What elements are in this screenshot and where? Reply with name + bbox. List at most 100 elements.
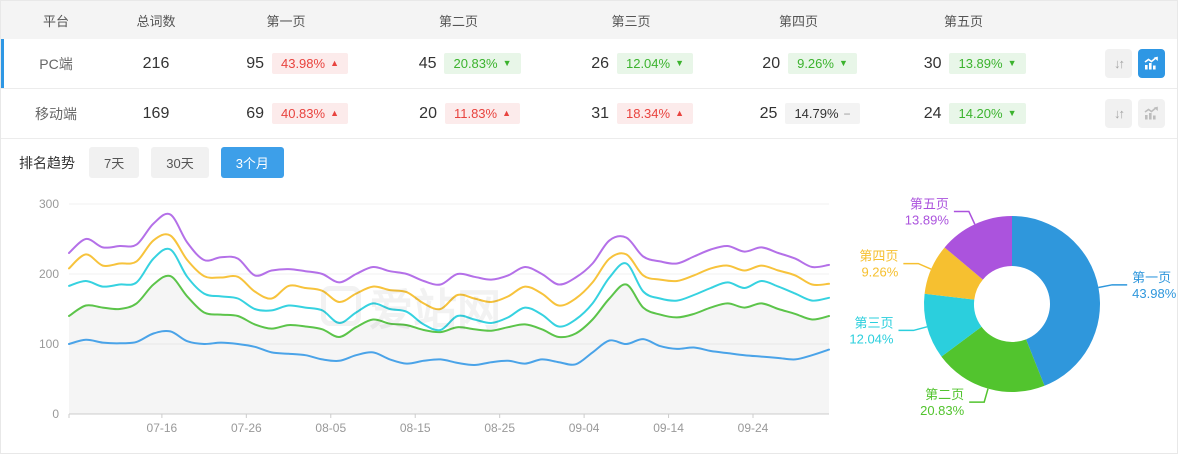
svg-text:09-14: 09-14 (653, 421, 684, 435)
trend-pct: 11.83% (453, 106, 498, 121)
trend-section-bar: 排名趋势 7天 30天 3个月 (1, 139, 1177, 186)
page5-cell: 24 14.20% ▼ (881, 103, 1046, 124)
page3-cell: 31 18.34% ▲ (546, 103, 716, 124)
svg-text:43.98%: 43.98% (1132, 286, 1177, 301)
header-page-5: 第五页 (943, 13, 983, 29)
trend-arrow-icon: ▲ (675, 108, 684, 118)
trend-pct: 9.26% (797, 56, 834, 71)
page4-count: 20 (762, 54, 781, 72)
trend-badge: 14.79% − (785, 103, 860, 124)
line-chart-icon (1144, 106, 1158, 120)
row-actions: ↓↑ (1046, 99, 1177, 128)
page3-cell: 26 12.04% ▼ (546, 53, 716, 74)
svg-text:12.04%: 12.04% (849, 331, 894, 346)
tab-30-days[interactable]: 30天 (151, 147, 209, 178)
sort-arrows-icon: ↓↑ (1114, 106, 1125, 121)
svg-text:100: 100 (39, 337, 59, 351)
trend-pct: 18.34% (625, 106, 671, 121)
trend-arrow-icon: ▲ (330, 58, 339, 68)
page2-count: 20 (419, 104, 437, 122)
trend-arrow-icon: ▼ (1007, 108, 1017, 118)
show-chart-button[interactable] (1138, 49, 1165, 78)
trend-badge: 20.83% ▼ (444, 53, 521, 74)
page1-cell: 69 40.83% ▲ (201, 103, 371, 124)
trend-arrow-icon: ▼ (675, 58, 684, 68)
total-words-value: 216 (142, 54, 170, 72)
sort-button[interactable]: ↓↑ (1105, 99, 1132, 128)
trend-badge: 43.98% ▲ (271, 53, 348, 74)
svg-text:0: 0 (52, 407, 59, 421)
trend-arrow-icon: ▼ (838, 58, 848, 68)
svg-text:13.89%: 13.89% (905, 213, 950, 228)
tab-7-days[interactable]: 7天 (89, 147, 140, 178)
svg-text:08-15: 08-15 (400, 421, 431, 435)
trend-pct: 14.20% (958, 106, 1003, 121)
page5-count: 24 (923, 104, 942, 122)
svg-text:第五页: 第五页 (910, 197, 949, 212)
table-row-pc[interactable]: PC端 216 95 43.98% ▲ 45 20.83% ▼ 26 12.04% ▼… (1, 39, 1177, 89)
show-chart-button[interactable] (1138, 99, 1165, 128)
page1-count: 95 (246, 54, 264, 72)
page4-cell: 20 9.26% ▼ (716, 53, 881, 74)
table-row-mobile[interactable]: 移动端 169 69 40.83% ▲ 20 11.83% ▲ 31 18.34% ▲… (1, 89, 1177, 139)
trend-pct: 20.83% (453, 56, 498, 71)
trend-badge: 12.04% ▼ (616, 53, 693, 74)
platform-label: PC端 (39, 55, 73, 72)
trend-badge: 11.83% ▲ (444, 103, 521, 124)
line-chart-icon (1144, 56, 1158, 70)
header-total-words: 总词数 (136, 13, 176, 29)
header-page-4: 第四页 (778, 13, 818, 29)
page4-cell: 25 14.79% − (716, 103, 881, 124)
page3-count: 31 (591, 104, 609, 122)
sort-button[interactable]: ↓↑ (1105, 49, 1132, 78)
trend-badge: 13.89% ▼ (949, 53, 1026, 74)
svg-text:08-25: 08-25 (484, 421, 515, 435)
trend-line-chart: 0 100 200 300 07-16 07-26 08-05 08-15 08-25 09-04… (39, 197, 830, 435)
header-page-1: 第一页 (266, 13, 306, 29)
page1-cell: 95 43.98% ▲ (201, 53, 371, 74)
trend-arrow-icon: ▲ (330, 108, 339, 118)
trend-pct: 13.89% (958, 56, 1003, 71)
svg-text:20.83%: 20.83% (920, 403, 965, 418)
svg-text:09-04: 09-04 (569, 421, 600, 435)
svg-text:08-05: 08-05 (315, 421, 346, 435)
trend-arrow-icon: ▲ (502, 108, 512, 118)
section-title: 排名趋势 (19, 154, 75, 171)
table-header: 平台 总词数 第一页 第二页 第三页 第四页 第五页 (1, 1, 1177, 39)
svg-text:9.26%: 9.26% (861, 265, 898, 280)
trend-badge: 9.26% ▼ (788, 53, 857, 74)
page2-count: 45 (418, 54, 437, 72)
page5-cell: 30 13.89% ▼ (881, 53, 1046, 74)
page2-cell: 20 11.83% ▲ (371, 103, 546, 124)
svg-text:第三页: 第三页 (854, 315, 893, 330)
svg-text:07-26: 07-26 (231, 421, 262, 435)
trend-badge: 18.34% ▲ (616, 103, 693, 124)
trend-arrow-icon: ▼ (502, 58, 512, 68)
charts-area: 0 100 200 300 07-16 07-26 08-05 08-15 08-25 09-04… (1, 186, 1177, 453)
trend-arrow-icon: ▼ (1007, 58, 1017, 68)
page3-count: 26 (591, 54, 609, 72)
svg-text:07-16: 07-16 (147, 421, 178, 435)
svg-text:第二页: 第二页 (925, 387, 964, 402)
trend-pct: 14.79% (794, 106, 839, 121)
svg-text:第一页: 第一页 (1132, 270, 1171, 285)
svg-text:09-24: 09-24 (738, 421, 769, 435)
page4-count: 25 (759, 104, 778, 122)
trend-pct: 40.83% (280, 106, 326, 121)
row-actions: ↓↑ (1046, 49, 1177, 78)
header-platform: 平台 (42, 13, 69, 29)
tab-3-months[interactable]: 3个月 (220, 147, 284, 178)
sort-arrows-icon: ↓↑ (1114, 56, 1125, 71)
platform-label: 移动端 (35, 105, 77, 122)
page2-cell: 45 20.83% ▼ (371, 53, 546, 74)
page5-count: 30 (923, 54, 942, 72)
trend-pct: 43.98% (280, 56, 326, 71)
trend-badge: 40.83% ▲ (271, 103, 348, 124)
header-page-3: 第三页 (611, 13, 651, 29)
total-words-value: 169 (142, 104, 170, 122)
trend-pct: 12.04% (625, 56, 671, 71)
trend-arrow-icon: − (843, 106, 851, 121)
svg-text:200: 200 (39, 267, 59, 281)
